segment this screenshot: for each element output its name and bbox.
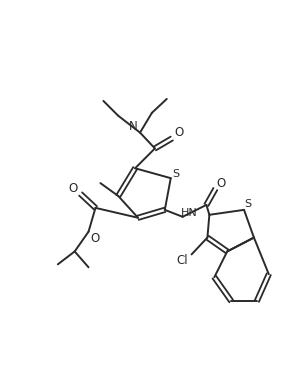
Text: O: O (91, 232, 100, 245)
Text: S: S (244, 199, 251, 209)
Text: S: S (172, 169, 179, 179)
Text: Cl: Cl (177, 254, 188, 267)
Text: N: N (129, 120, 138, 133)
Text: O: O (68, 182, 77, 195)
Text: HN: HN (181, 208, 197, 218)
Text: O: O (174, 126, 183, 139)
Text: O: O (217, 177, 226, 190)
